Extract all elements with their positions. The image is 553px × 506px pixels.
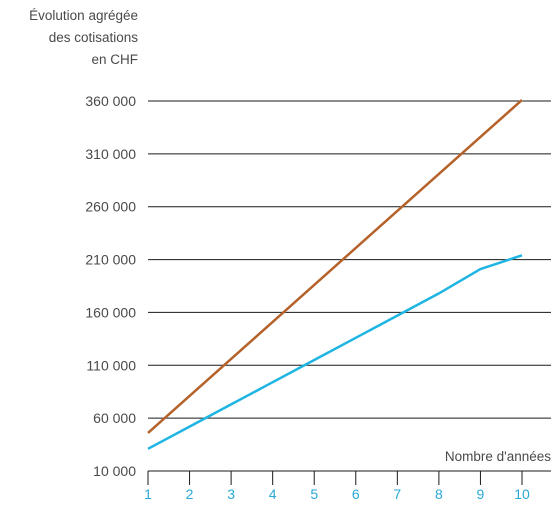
y-axis-ticks: 360 000 310 000 260 000 210 000 160 000 110 0… bbox=[85, 93, 136, 479]
y-tick-label: 360 000 bbox=[85, 93, 136, 109]
x-tick-label: 8 bbox=[435, 486, 443, 502]
y-tick-label: 10 000 bbox=[93, 463, 136, 479]
y-tick-label: 110 000 bbox=[86, 357, 136, 373]
y-tick-label: 310 000 bbox=[85, 146, 136, 162]
x-tick-label: 3 bbox=[227, 486, 235, 502]
y-tick-label: 160 000 bbox=[85, 304, 136, 320]
x-tick-label: 5 bbox=[310, 486, 318, 502]
y-tick-label: 60 000 bbox=[93, 410, 136, 426]
x-tick-label: 7 bbox=[393, 486, 401, 502]
y-axis-title-line-3: en CHF bbox=[91, 52, 138, 67]
x-tick-label: 10 bbox=[514, 486, 530, 502]
x-axis-title: Nombre d'années bbox=[445, 449, 551, 464]
y-axis-title-line-1: Évolution agrégée bbox=[29, 8, 138, 23]
x-tick-label: 4 bbox=[269, 486, 277, 502]
y-tick-label: 260 000 bbox=[85, 199, 136, 215]
x-tick-label: 2 bbox=[186, 486, 194, 502]
y-tick-label: 210 000 bbox=[85, 252, 136, 268]
series-lines bbox=[147, 99, 523, 450]
x-tick-label: 6 bbox=[352, 486, 360, 502]
series-line-1 bbox=[147, 99, 523, 434]
y-axis-title-line-2: des cotisations bbox=[48, 30, 138, 45]
x-tick-label: 1 bbox=[144, 486, 152, 502]
x-axis: 1 2 3 4 5 6 7 8 9 10 bbox=[144, 471, 530, 502]
grid-lines bbox=[148, 100, 551, 472]
series-line-2 bbox=[147, 254, 523, 450]
x-tick-label: 9 bbox=[477, 486, 485, 502]
